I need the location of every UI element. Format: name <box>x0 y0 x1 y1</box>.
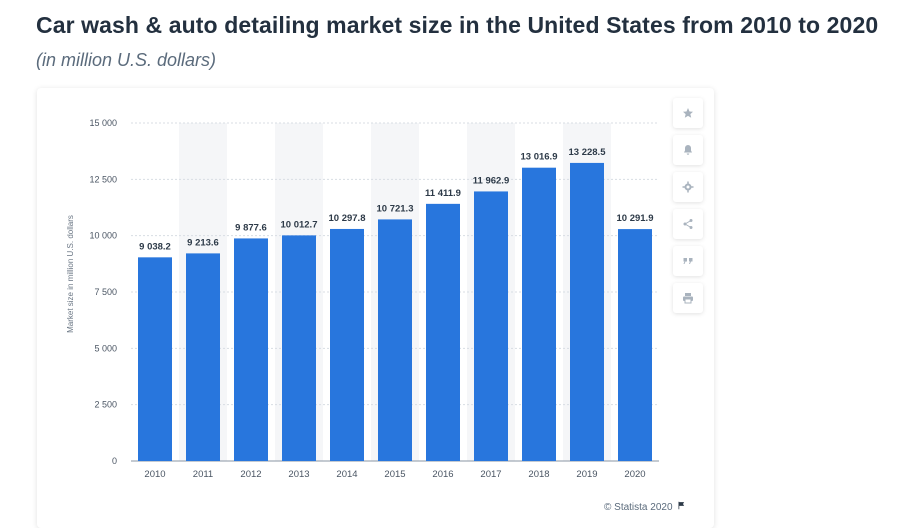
bar <box>426 203 460 461</box>
x-tick-label: 2019 <box>576 469 597 480</box>
bar <box>282 235 316 461</box>
page-subtitle: (in million U.S. dollars) <box>36 50 217 70</box>
bar-value-label: 9 877.6 <box>235 222 267 233</box>
gear-icon <box>682 181 694 193</box>
bar-value-label: 9 038.2 <box>139 241 171 252</box>
y-tick-label: 12 500 <box>89 174 117 184</box>
x-tick-label: 2011 <box>193 469 213 480</box>
page-title: Car wash & auto detailing market size in… <box>36 12 879 38</box>
x-tick-label: 2012 <box>240 469 261 480</box>
favorite-button[interactable] <box>673 98 703 128</box>
settings-button[interactable] <box>673 172 703 202</box>
bar-value-label: 10 721.3 <box>377 203 414 214</box>
x-tick-label: 2014 <box>336 469 357 480</box>
credit-text: © Statista 2020 <box>604 502 673 513</box>
bar-value-label: 13 016.9 <box>521 152 558 163</box>
bar-value-label: 10 291.9 <box>617 213 654 224</box>
y-tick-label: 15 000 <box>89 118 117 128</box>
cite-button[interactable] <box>673 246 703 276</box>
x-tick-label: 2010 <box>144 469 165 480</box>
y-tick-label: 0 <box>112 456 117 466</box>
bar-value-label: 10 012.7 <box>281 219 318 230</box>
bar-chart: 0 2 500 5 000 7 500 10 000 12 500 15 000 9 038… <box>66 118 659 480</box>
x-tick-label: 2015 <box>384 469 405 480</box>
chart-card: 0 2 500 5 000 7 500 10 000 12 500 15 000 9 038… <box>37 88 714 528</box>
x-tick-label: 2013 <box>288 469 309 480</box>
x-tick-label: 2017 <box>480 469 501 480</box>
bar <box>138 257 172 461</box>
x-tick-label: 2018 <box>528 469 549 480</box>
bar <box>378 219 412 461</box>
bar-value-label: 13 228.5 <box>569 147 607 158</box>
share-icon <box>682 218 694 230</box>
bar <box>234 238 268 461</box>
bell-icon <box>682 144 694 156</box>
notification-button[interactable] <box>673 135 703 165</box>
share-button[interactable] <box>673 209 703 239</box>
x-tick-label: 2016 <box>432 469 453 480</box>
bar-value-label: 11 962.9 <box>473 175 509 186</box>
quote-icon <box>682 255 694 267</box>
chart-toolbar <box>673 98 703 320</box>
bar-value-label: 11 411.9 <box>425 188 461 199</box>
flag-icon <box>677 501 686 513</box>
bar <box>570 162 604 462</box>
bar <box>618 229 652 461</box>
bar-value-label: 9 213.6 <box>187 237 219 248</box>
bar <box>186 253 220 461</box>
bar-value-label: 10 297.8 <box>329 213 366 224</box>
print-icon <box>682 292 694 304</box>
x-tick-label: 2020 <box>624 469 645 480</box>
y-tick-label: 7 500 <box>94 287 117 297</box>
print-button[interactable] <box>673 283 703 313</box>
y-tick-label: 10 000 <box>89 231 117 241</box>
y-tick-label: 2 500 <box>94 400 117 410</box>
bar <box>474 191 508 462</box>
y-axis-title: Market size in million U.S. dollars <box>66 215 75 333</box>
y-tick-label: 5 000 <box>94 343 117 353</box>
bar <box>522 167 556 461</box>
bar <box>330 228 364 461</box>
statista-credit[interactable]: © Statista 2020 <box>604 501 686 513</box>
star-icon <box>682 107 694 119</box>
